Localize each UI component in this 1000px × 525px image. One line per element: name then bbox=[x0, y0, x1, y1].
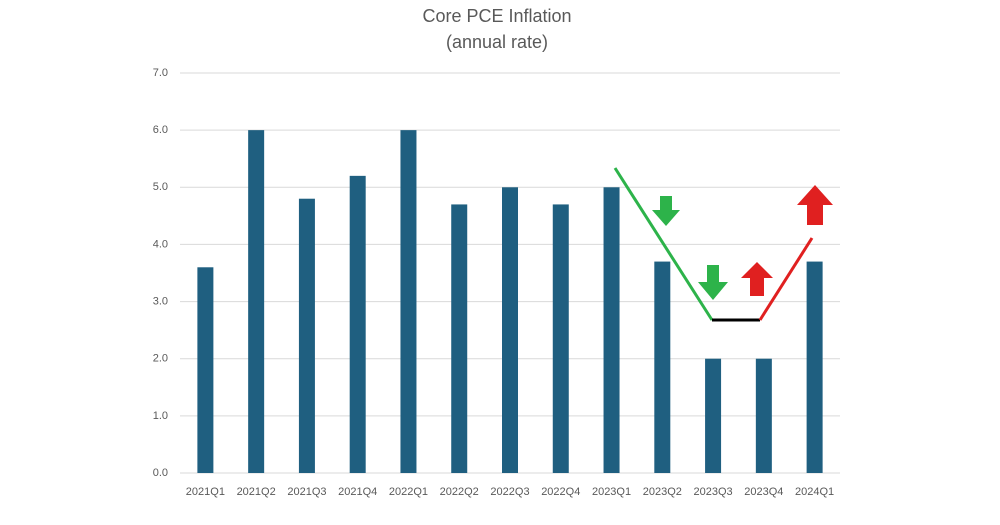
y-tick-label: 4.0 bbox=[153, 238, 168, 250]
bar bbox=[197, 267, 214, 473]
x-tick-label: 2021Q2 bbox=[237, 486, 276, 498]
y-tick-label: 2.0 bbox=[153, 353, 168, 365]
up-arrow bbox=[741, 262, 773, 296]
bar bbox=[298, 198, 315, 473]
x-tick-label: 2022Q4 bbox=[541, 486, 580, 498]
x-tick-label: 2023Q2 bbox=[643, 486, 682, 498]
x-tick-label: 2022Q1 bbox=[389, 486, 428, 498]
down-arrow bbox=[652, 196, 680, 226]
bar bbox=[654, 261, 671, 473]
trend-line-up bbox=[758, 237, 814, 321]
x-tick-label: 2024Q1 bbox=[795, 486, 834, 498]
bar bbox=[451, 204, 468, 473]
y-tick-label: 0.0 bbox=[153, 467, 168, 479]
x-tick-label: 2022Q2 bbox=[440, 486, 479, 498]
y-tick-label: 5.0 bbox=[153, 181, 168, 193]
bar bbox=[552, 204, 569, 473]
chart-subtitle: (annual rate) bbox=[446, 32, 548, 52]
y-tick-label: 1.0 bbox=[153, 410, 168, 422]
bar bbox=[705, 358, 722, 473]
bar bbox=[248, 130, 265, 473]
y-tick-label: 7.0 bbox=[153, 67, 168, 79]
plot-area: 0.0 1.0 2.0 3.0 4.0 5.0 6.0 7.0 2021Q1 2021Q2 2021… bbox=[153, 67, 840, 498]
bar bbox=[349, 175, 366, 473]
y-tick-label: 3.0 bbox=[153, 295, 168, 307]
bar bbox=[603, 187, 620, 474]
y-tick-label: 6.0 bbox=[153, 124, 168, 136]
trend-line-down bbox=[613, 167, 714, 321]
x-tick-label: 2023Q4 bbox=[744, 486, 783, 498]
x-tick-label: 2021Q3 bbox=[287, 486, 326, 498]
x-tick-label: 2022Q3 bbox=[490, 486, 529, 498]
x-tick-label: 2021Q4 bbox=[338, 486, 377, 498]
x-tick-label: 2023Q3 bbox=[693, 486, 732, 498]
annotations bbox=[613, 167, 833, 322]
x-tick-label: 2023Q1 bbox=[592, 486, 631, 498]
up-arrow bbox=[797, 185, 833, 225]
bar bbox=[806, 261, 823, 473]
x-tick-label: 2021Q1 bbox=[186, 486, 225, 498]
bar bbox=[502, 187, 518, 474]
chart-title: Core PCE Inflation bbox=[422, 6, 571, 26]
down-arrow bbox=[698, 265, 728, 300]
bar bbox=[400, 130, 417, 473]
bar bbox=[755, 358, 772, 473]
